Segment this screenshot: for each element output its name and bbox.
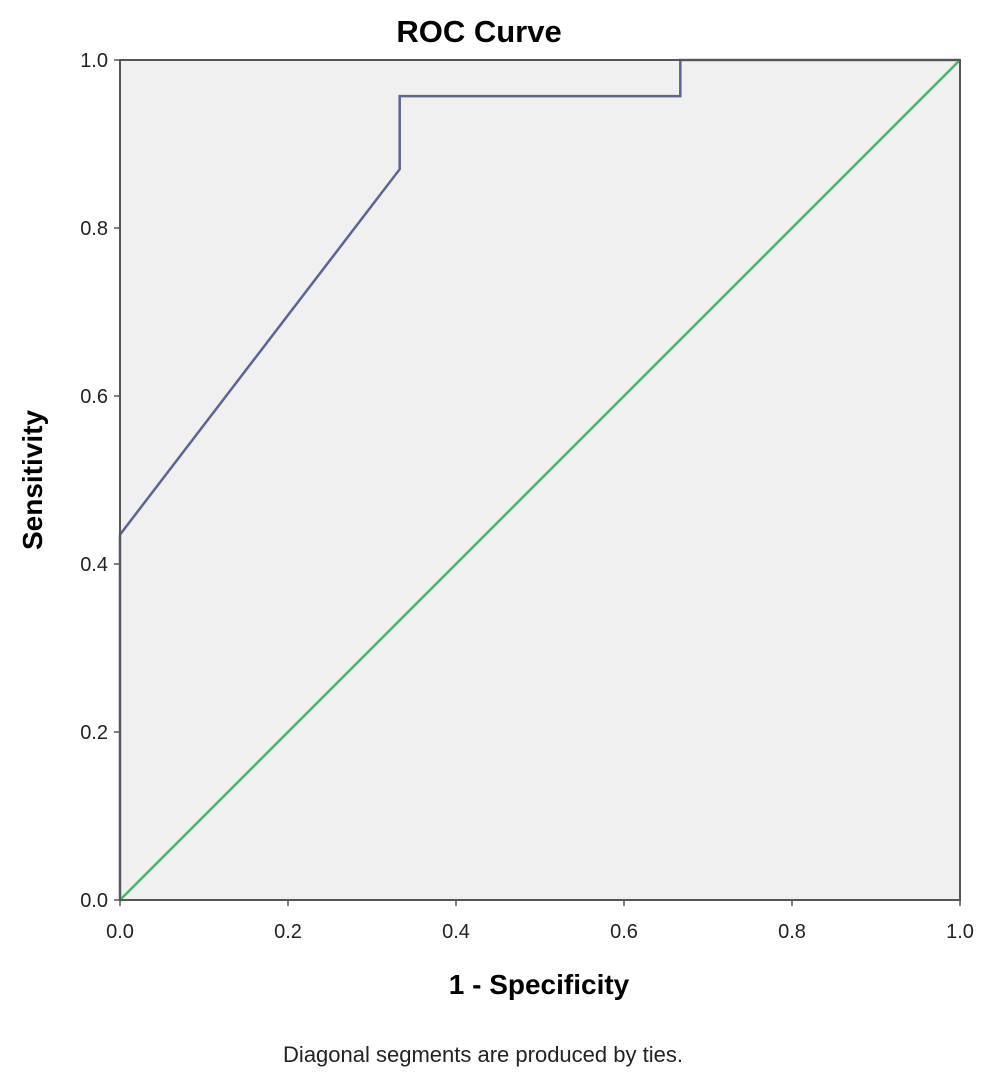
y-tick-label: 0.0 xyxy=(80,890,108,912)
y-tick-label: 1.0 xyxy=(80,50,108,72)
x-tick-label: 0.4 xyxy=(442,921,470,943)
y-tick-label: 0.2 xyxy=(80,722,108,744)
x-axis-title: 1 - Specificity xyxy=(449,969,630,1000)
reference-diagonal-line xyxy=(119,59,961,901)
chart-title: ROC Curve xyxy=(396,14,561,49)
x-tick-label: 0.8 xyxy=(778,921,806,943)
y-tick-label: 0.4 xyxy=(80,554,108,576)
chart-footnote: Diagonal segments are produced by ties. xyxy=(283,1042,683,1067)
x-tick-label: 0.2 xyxy=(274,921,302,943)
y-tick-label: 0.8 xyxy=(80,218,108,240)
y-axis-title: Sensitivity xyxy=(17,410,48,550)
x-tick-label: 0.0 xyxy=(106,921,134,943)
y-tick-label: 0.6 xyxy=(80,386,108,408)
x-tick-label: 0.6 xyxy=(610,921,638,943)
x-tick-label: 1.0 xyxy=(946,921,974,943)
y-axis: 0.0 0.2 0.4 0.6 0.8 1.0 xyxy=(80,50,120,912)
plot-frame xyxy=(119,59,961,901)
x-axis: 0.0 0.2 0.4 0.6 0.8 1.0 xyxy=(106,900,974,943)
